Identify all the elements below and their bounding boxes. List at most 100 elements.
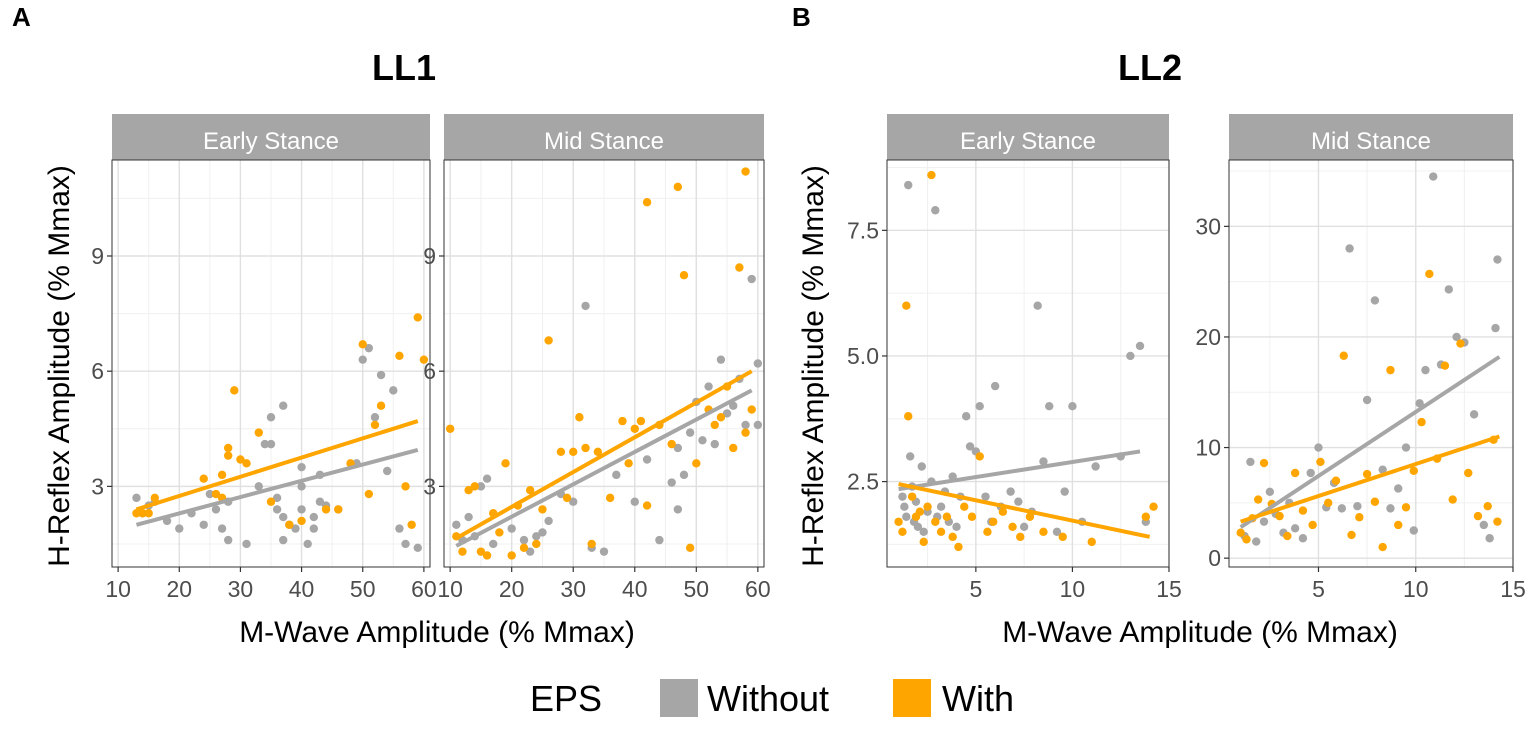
data-point [407,520,416,529]
panel-a-x-axis-title: M-Wave Amplitude (% Mmax) [239,616,635,649]
data-point [482,474,492,483]
x-tick-label: 50 [350,576,376,602]
data-point [948,532,957,542]
data-point [1444,285,1454,294]
x-tick-label: 10 [105,576,131,602]
facet-strip [444,114,764,160]
fit-line-without [135,447,419,527]
data-point [1308,520,1317,530]
data-point [983,527,992,537]
data-point [1409,466,1418,475]
facet-strip [1229,114,1513,160]
data-point [1290,524,1300,533]
data-point [401,482,410,491]
y-tick-label: 7.5 [847,217,879,243]
data-point [667,439,676,449]
data-point [476,482,486,491]
y-tick-label: 6 [91,358,104,384]
data-point [1275,511,1284,521]
data-point [452,520,461,529]
data-point [1491,323,1500,333]
data-point [1337,504,1347,513]
data-point [266,439,276,449]
data-point [1259,517,1269,526]
data-point [1479,520,1489,530]
data-point [1440,361,1450,370]
data-point [673,443,683,453]
data-point [223,443,233,453]
data-point [334,505,343,514]
panel-b-title: LL2 [1118,47,1182,88]
data-point [1259,458,1269,468]
data-point [1283,531,1292,541]
data-point [138,509,147,518]
fit-line-without [455,388,753,548]
fit-line-with [898,482,1151,539]
data-point [747,405,756,414]
data-point [1483,501,1492,511]
data-point [419,355,429,364]
data-point [1265,487,1275,496]
data-point [175,524,184,533]
data-point [636,416,646,426]
data-point [1401,503,1411,512]
data-point [685,428,695,437]
facet-border [1228,159,1514,568]
data-point [898,492,907,501]
y-tick-label: 6 [423,358,436,384]
data-point [464,486,473,495]
data-point [1253,495,1263,504]
data-point [297,505,306,514]
data-point [358,355,367,364]
series-with [894,170,1158,552]
data-point [413,543,422,553]
data-point [1429,172,1438,181]
x-tick-label: 5 [1312,576,1325,602]
data-point [470,482,479,491]
data-point [998,507,1008,516]
facet-border [886,159,1170,568]
data-point [272,505,282,514]
data-point [741,420,750,430]
data-point [1417,417,1426,427]
data-point [904,180,913,190]
panel-letter-a: A [12,2,31,32]
x-tick-label: 30 [560,576,586,602]
x-tick-label: 40 [289,576,315,602]
facet-strip-label: Early Stance [203,128,339,155]
data-point [630,424,639,433]
data-point [1331,476,1341,485]
data-point [960,502,969,511]
data-point [1025,512,1035,521]
data-point [692,459,701,468]
data-point [581,443,590,453]
x-tick-label: 60 [745,576,771,602]
data-point [927,170,936,180]
facet-strip [887,114,1169,160]
fit-line-with [1240,434,1501,524]
fit-line-without [898,449,1141,492]
data-point [495,528,504,537]
data-point [1339,351,1348,360]
panel-letter-b: B [792,2,811,32]
data-point [1473,511,1483,521]
data-point [630,497,639,506]
x-tick-label: 10 [1403,576,1429,602]
data-point [1493,517,1502,526]
data-point [370,420,380,430]
data-point [735,263,744,272]
data-point [291,524,300,533]
data-point [489,539,498,549]
data-point [1370,497,1380,506]
legend-label-with: With [942,678,1014,719]
panel-a-y-axis-title: H-Reflex Amplitude (% Mmax) [43,165,76,567]
data-point [279,512,288,522]
data-point [309,512,319,522]
data-point [961,412,971,421]
x-tick-label: 30 [228,576,254,602]
data-point [401,539,410,549]
y-tick-label: 9 [91,243,104,269]
data-point [919,537,928,547]
data-point [1378,465,1387,474]
x-tick-label: 10 [437,576,463,602]
